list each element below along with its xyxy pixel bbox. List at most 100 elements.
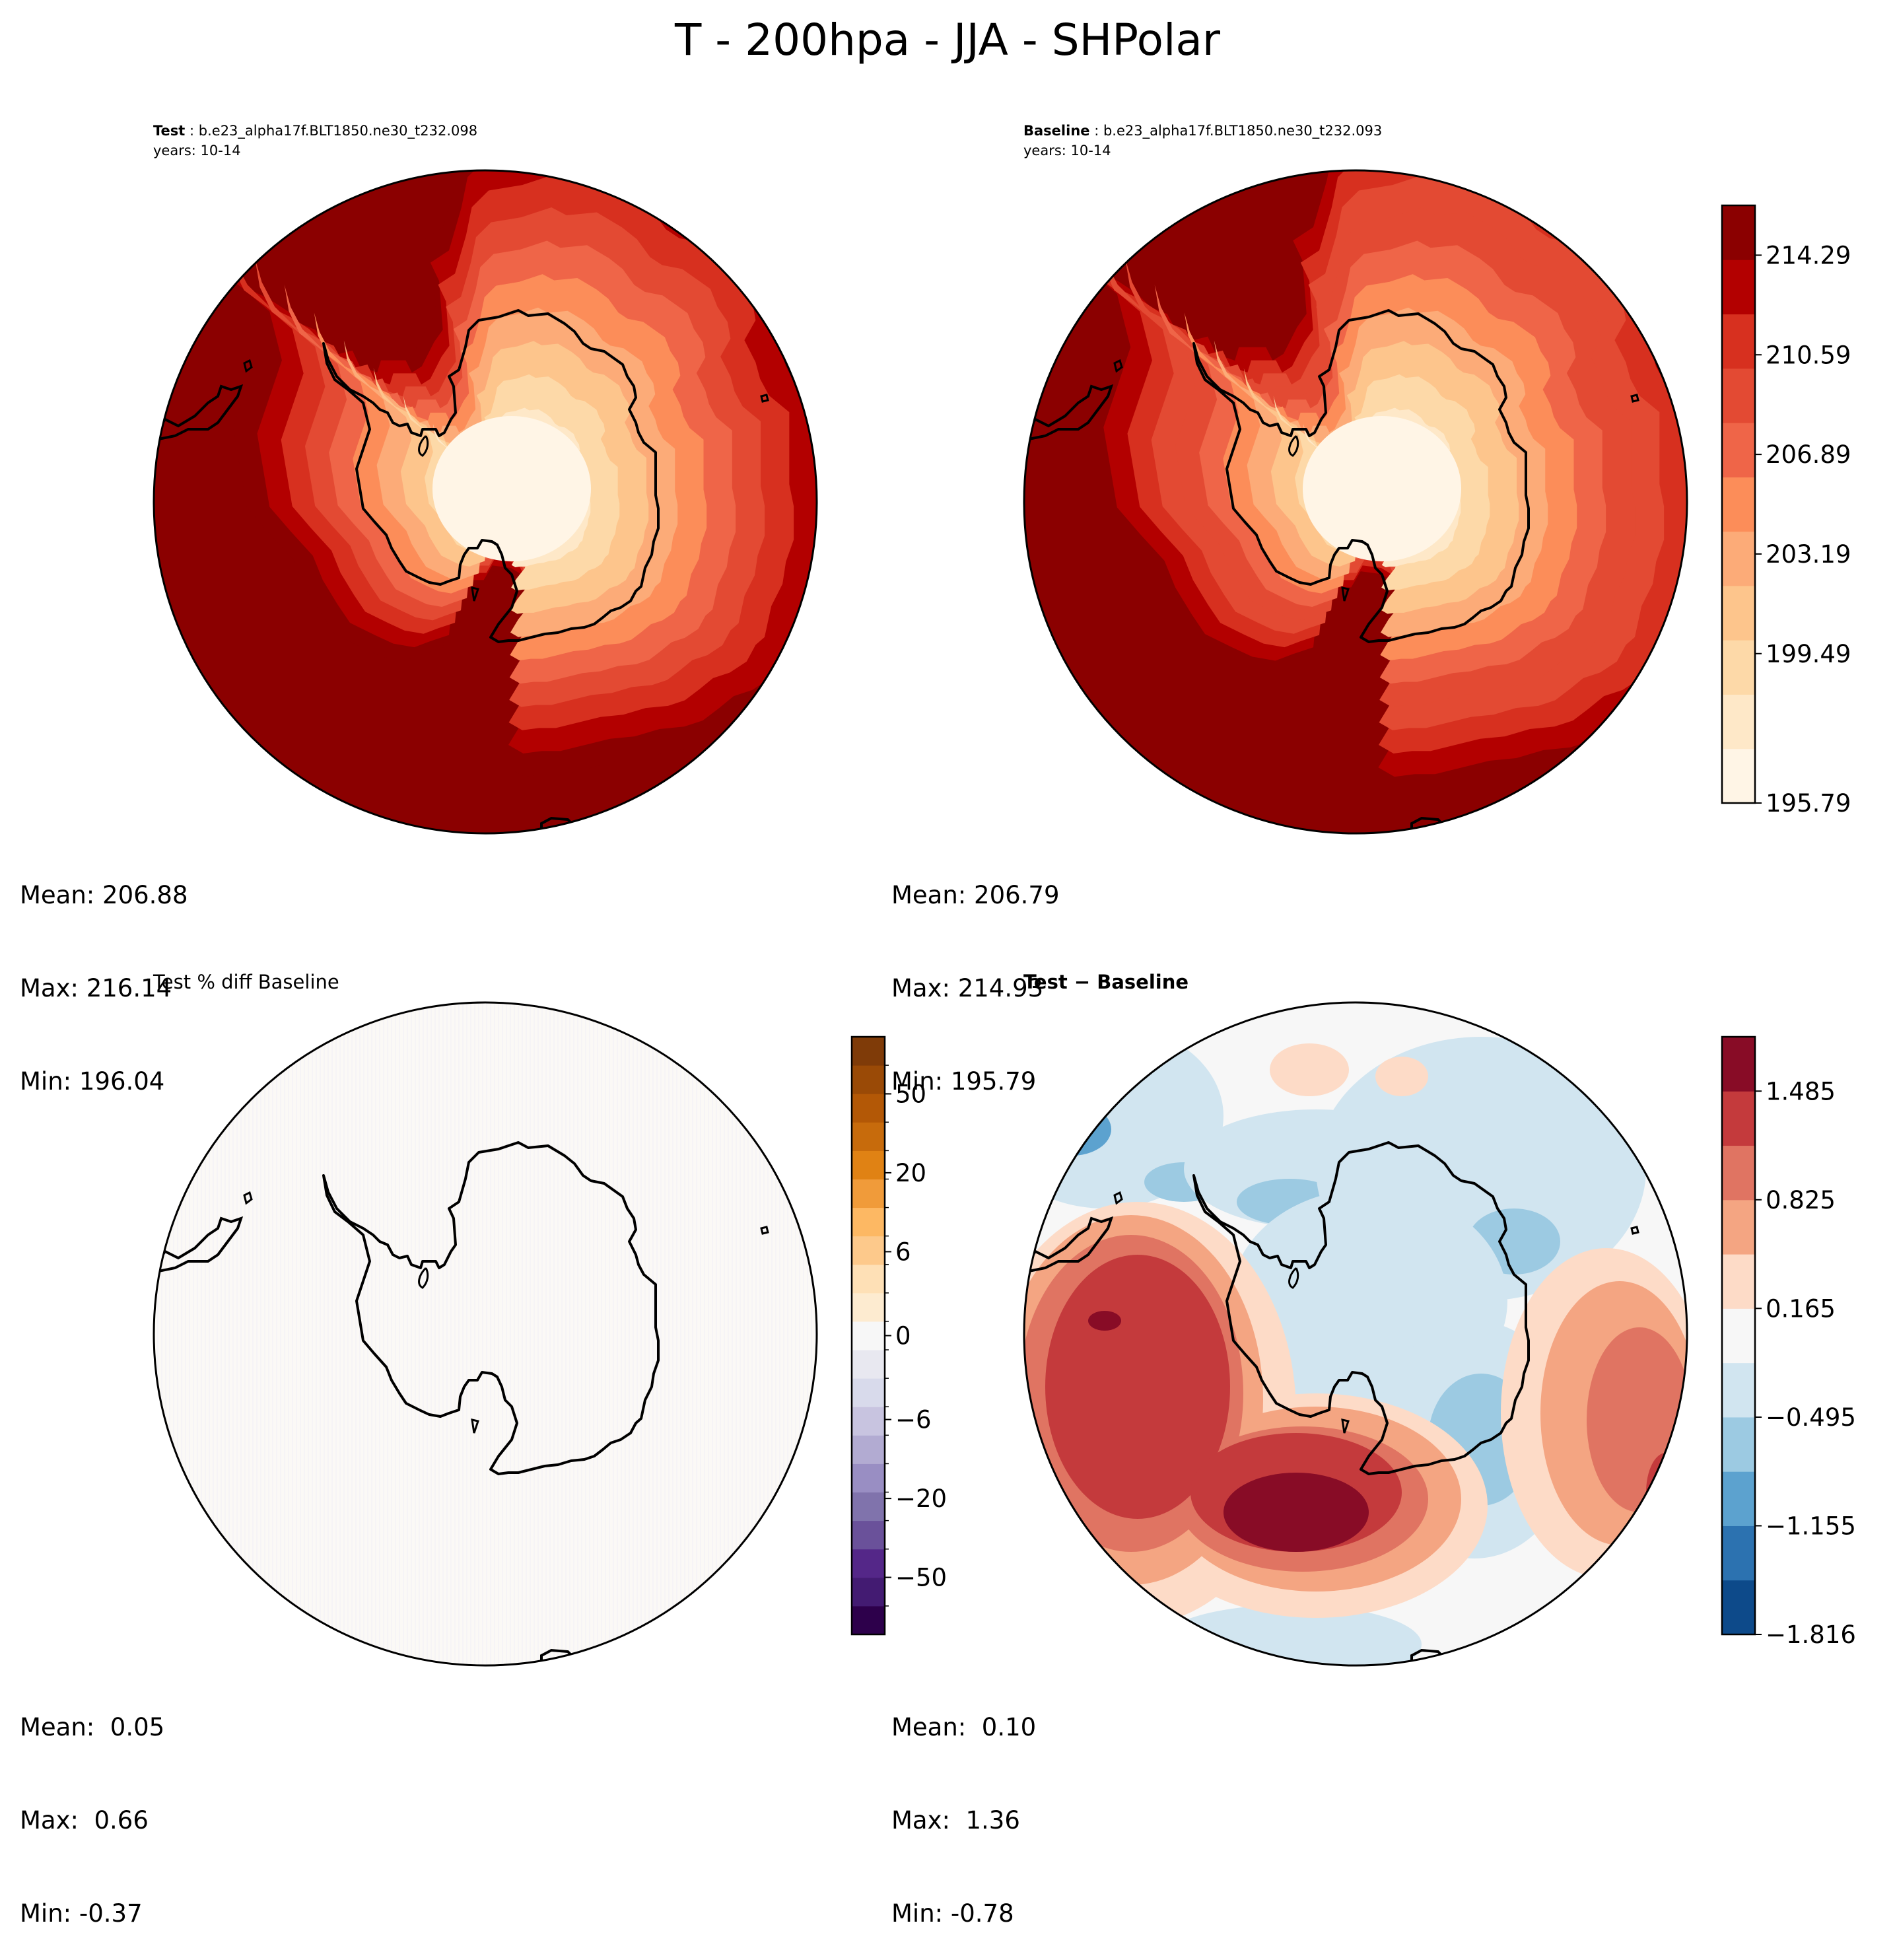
colorbar-segment xyxy=(1722,585,1755,641)
colorbar-segment xyxy=(852,1292,885,1322)
colorbar-segment xyxy=(1722,531,1755,586)
diff-mean: Mean: 0.10 xyxy=(891,1713,1037,1741)
diff-title: Test − Baseline xyxy=(1023,971,1189,993)
falklands-coastline xyxy=(1113,359,1123,373)
colorbar-segment xyxy=(1722,477,1755,532)
pctdiff-mean: Mean: 0.05 xyxy=(20,1713,165,1741)
difference-contour xyxy=(1223,1473,1369,1552)
test-label: Test xyxy=(153,123,186,139)
colorbar-segment xyxy=(852,1207,885,1237)
diff-map-boundary xyxy=(1023,1001,1688,1667)
test-years: years: 10-14 xyxy=(153,143,241,158)
test-min: Min: 196.04 xyxy=(20,1067,165,1096)
colorbar-tick-label: −1.816 xyxy=(1766,1621,1856,1649)
island-coastline xyxy=(1341,1418,1350,1434)
pctdiff-field xyxy=(154,1002,817,1665)
colorbar-segment xyxy=(852,1065,885,1094)
baseline-mean: Mean: 206.79 xyxy=(891,881,1060,909)
colorbar-segment xyxy=(852,1150,885,1179)
test-mean: Mean: 206.88 xyxy=(20,881,188,909)
colorbar-tick-label: 210.59 xyxy=(1766,341,1851,369)
island-coastline xyxy=(1341,586,1350,602)
colorbar-segment xyxy=(1722,1145,1755,1201)
colorbar-segment xyxy=(852,1094,885,1123)
baseline-map-boundary xyxy=(1023,169,1688,835)
colorbar-segment xyxy=(852,1236,885,1265)
baseline-header: Baseline : b.e23_alpha17f.BLT1850.ne30_t… xyxy=(1023,121,1382,160)
island-coastline xyxy=(1288,435,1299,457)
diff-min: Min: -0.78 xyxy=(891,1899,1014,1928)
colorbar-segment xyxy=(1722,1091,1755,1146)
falklands-coastline xyxy=(243,1191,253,1205)
baseline-years: years: 10-14 xyxy=(1023,143,1111,158)
test-map-boundary xyxy=(153,169,818,835)
colorbar-segment xyxy=(1722,1308,1755,1364)
colorbar-segment xyxy=(852,1350,885,1379)
figure-canvas: 214.29 210.59 206.89 203.19 199.49 195.79 50 20… xyxy=(153,169,1856,1667)
colorbar-segment xyxy=(1722,1525,1755,1581)
figure-title: T - 200hpa - JJA - SHPolar xyxy=(675,15,1220,65)
baseline-stats: Mean: 206.79 Max: 214.93 Min: 195.79 xyxy=(891,818,1060,1128)
colorbar-tick-label: −0.495 xyxy=(1766,1403,1856,1432)
antarctica-coastline xyxy=(322,1141,660,1475)
colorbar-tick-label: 6 xyxy=(895,1238,911,1266)
pctdiff-colorbar: 50 20 6 0 −6 −20 −50 xyxy=(850,1035,947,1636)
baseline-label: Baseline xyxy=(1023,123,1090,139)
south-america-coastline xyxy=(154,1216,244,1273)
colorbar-segment xyxy=(852,1179,885,1208)
colorbar-tick-label: 0 xyxy=(895,1322,911,1350)
temperature-contour-band xyxy=(432,416,591,561)
pctdiff-title: Test % diff Baseline xyxy=(153,971,339,993)
colorbar-tick-label: 195.79 xyxy=(1766,789,1851,818)
test-field xyxy=(154,170,817,833)
pctdiff-max: Max: 0.66 xyxy=(20,1806,149,1835)
diff-max: Max: 1.36 xyxy=(891,1806,1020,1835)
island-coastline xyxy=(760,394,769,403)
colorbar-segment xyxy=(1722,314,1755,369)
colorbar-segment xyxy=(852,1378,885,1407)
colorbar-segment xyxy=(1722,423,1755,477)
island-coastline xyxy=(1630,1226,1639,1235)
colorbar-tick-label: −1.155 xyxy=(1766,1512,1856,1540)
colorbar-segment xyxy=(1722,1580,1755,1635)
colorbar-segment xyxy=(1722,748,1755,804)
difference-contour xyxy=(1157,1605,1422,1665)
colorbar-segment xyxy=(852,1492,885,1522)
colorbar-segment xyxy=(1722,694,1755,750)
colorbar-segment xyxy=(852,1520,885,1550)
field-background xyxy=(154,1002,817,1665)
colorbar-segment xyxy=(1722,205,1755,260)
colorbar-tick-label: 50 xyxy=(895,1080,926,1108)
test-max: Max: 216.14 xyxy=(20,974,172,1002)
colorbar-segment xyxy=(852,1037,885,1066)
colorbar-tick-label: 199.49 xyxy=(1766,640,1851,668)
colorbar-segment xyxy=(1722,1362,1755,1418)
antarctica-coastline xyxy=(1192,309,1530,643)
antarctica-coastline xyxy=(322,309,660,643)
colorbar-tick-label: −6 xyxy=(895,1406,932,1434)
south-america-coastline xyxy=(1024,1216,1114,1273)
difference-contour xyxy=(1270,1043,1349,1096)
difference-contour xyxy=(1375,1057,1428,1096)
colorbar-segment xyxy=(852,1605,885,1635)
colorbar-segment xyxy=(852,1577,885,1607)
antarctica-coastline xyxy=(1192,1141,1530,1475)
difference-contour xyxy=(1032,1103,1111,1156)
diff-field xyxy=(1024,1002,1687,1665)
falklands-coastline xyxy=(243,359,253,373)
colorbar-frame xyxy=(1721,1035,1756,1636)
colorbar-tick-label: −20 xyxy=(895,1485,947,1513)
colorbar-segment xyxy=(852,1264,885,1294)
island-coastline xyxy=(1288,1267,1299,1289)
colorbar-segment xyxy=(852,1463,885,1493)
colorbar-frame xyxy=(1721,204,1756,804)
test-case: b.e23_alpha17f.BLT1850.ne30_t232.098 xyxy=(198,123,478,139)
baseline-colorbar: 214.29 210.59 206.89 203.19 199.49 195.79 xyxy=(1721,204,1851,818)
colorbar-segment xyxy=(852,1407,885,1436)
difference-contour xyxy=(1646,1453,1686,1532)
pctdiff-min: Min: -0.37 xyxy=(20,1899,143,1928)
island-coastline xyxy=(1630,394,1639,403)
colorbar-tick-label: −50 xyxy=(895,1564,947,1592)
colorbar-tick-label: 20 xyxy=(895,1159,926,1187)
colorbar-segment xyxy=(852,1549,885,1578)
